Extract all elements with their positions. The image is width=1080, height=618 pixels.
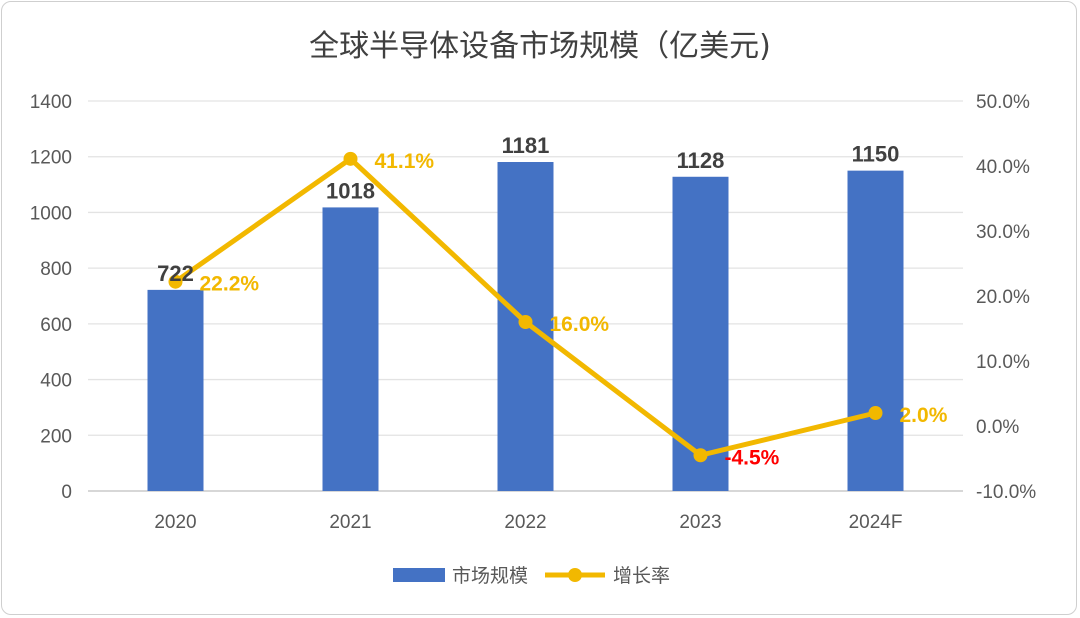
right-tick-label: 20.0%: [976, 287, 1030, 308]
legend-bar-swatch: [393, 568, 445, 582]
growth-point-2023: [693, 448, 708, 463]
legend-line-marker: [568, 568, 582, 582]
axes: 0 200 400 600 800 1000 1200 1400 -10.0% 0.0% 10.0%…: [30, 92, 1037, 533]
growth-value-label: 2.0%: [900, 404, 948, 427]
growth-line: [168, 151, 883, 463]
bar-2024F: [847, 170, 904, 491]
chart-title: 全球半导体设备市场规模（亿美元): [309, 29, 771, 64]
legend-label-growth: 增长率: [613, 565, 670, 587]
legend-label-market: 市场规模: [452, 565, 528, 587]
data-labels: 722 1018 1181 1128 1150 22.2% 41.1% 16.0% -4.5% 2…: [157, 133, 948, 469]
bar-2020: [147, 289, 204, 491]
growth-value-label: 16.0%: [550, 313, 610, 336]
right-tick-label: -10.0%: [976, 482, 1036, 503]
bars: [147, 162, 904, 491]
x-tick-label: 2023: [679, 512, 721, 533]
right-tick-label: 40.0%: [976, 157, 1030, 178]
right-tick-label: 50.0%: [976, 92, 1030, 113]
left-tick-label: 1400: [30, 92, 72, 113]
bar-value-label: 1150: [852, 142, 900, 167]
growth-point-2021: [343, 151, 358, 166]
growth-point-2020: [168, 274, 183, 289]
x-tick-label: 2021: [329, 512, 371, 533]
left-tick-label: 1000: [30, 203, 72, 224]
bar-2021: [322, 207, 379, 491]
gridlines: [88, 100, 963, 492]
growth-value-label: 22.2%: [200, 273, 260, 296]
legend: 市场规模 增长率: [393, 565, 670, 587]
bar-value-label: 1018: [326, 178, 375, 203]
growth-point-2024F: [868, 406, 883, 420]
growth-value-label: -4.5%: [725, 446, 780, 469]
growth-value-label: 41.1%: [375, 150, 435, 173]
left-tick-label: 200: [40, 426, 72, 447]
left-tick-label: 0: [61, 482, 72, 503]
growth-point-2022: [518, 315, 533, 329]
right-tick-label: 0.0%: [976, 417, 1019, 438]
x-tick-label: 2024F: [849, 512, 903, 533]
x-tick-label: 2022: [504, 512, 546, 533]
right-tick-label: 30.0%: [976, 222, 1030, 243]
left-tick-label: 600: [40, 315, 72, 336]
left-tick-label: 1200: [30, 148, 72, 169]
left-tick-label: 400: [40, 371, 72, 392]
bar-value-label: 1181: [502, 133, 550, 158]
bar-2023: [672, 176, 729, 491]
left-tick-label: 800: [40, 259, 72, 280]
x-tick-label: 2020: [154, 512, 196, 533]
bar-value-label: 722: [157, 261, 194, 286]
bar-value-label: 1128: [677, 148, 725, 173]
right-tick-label: 10.0%: [976, 352, 1030, 373]
